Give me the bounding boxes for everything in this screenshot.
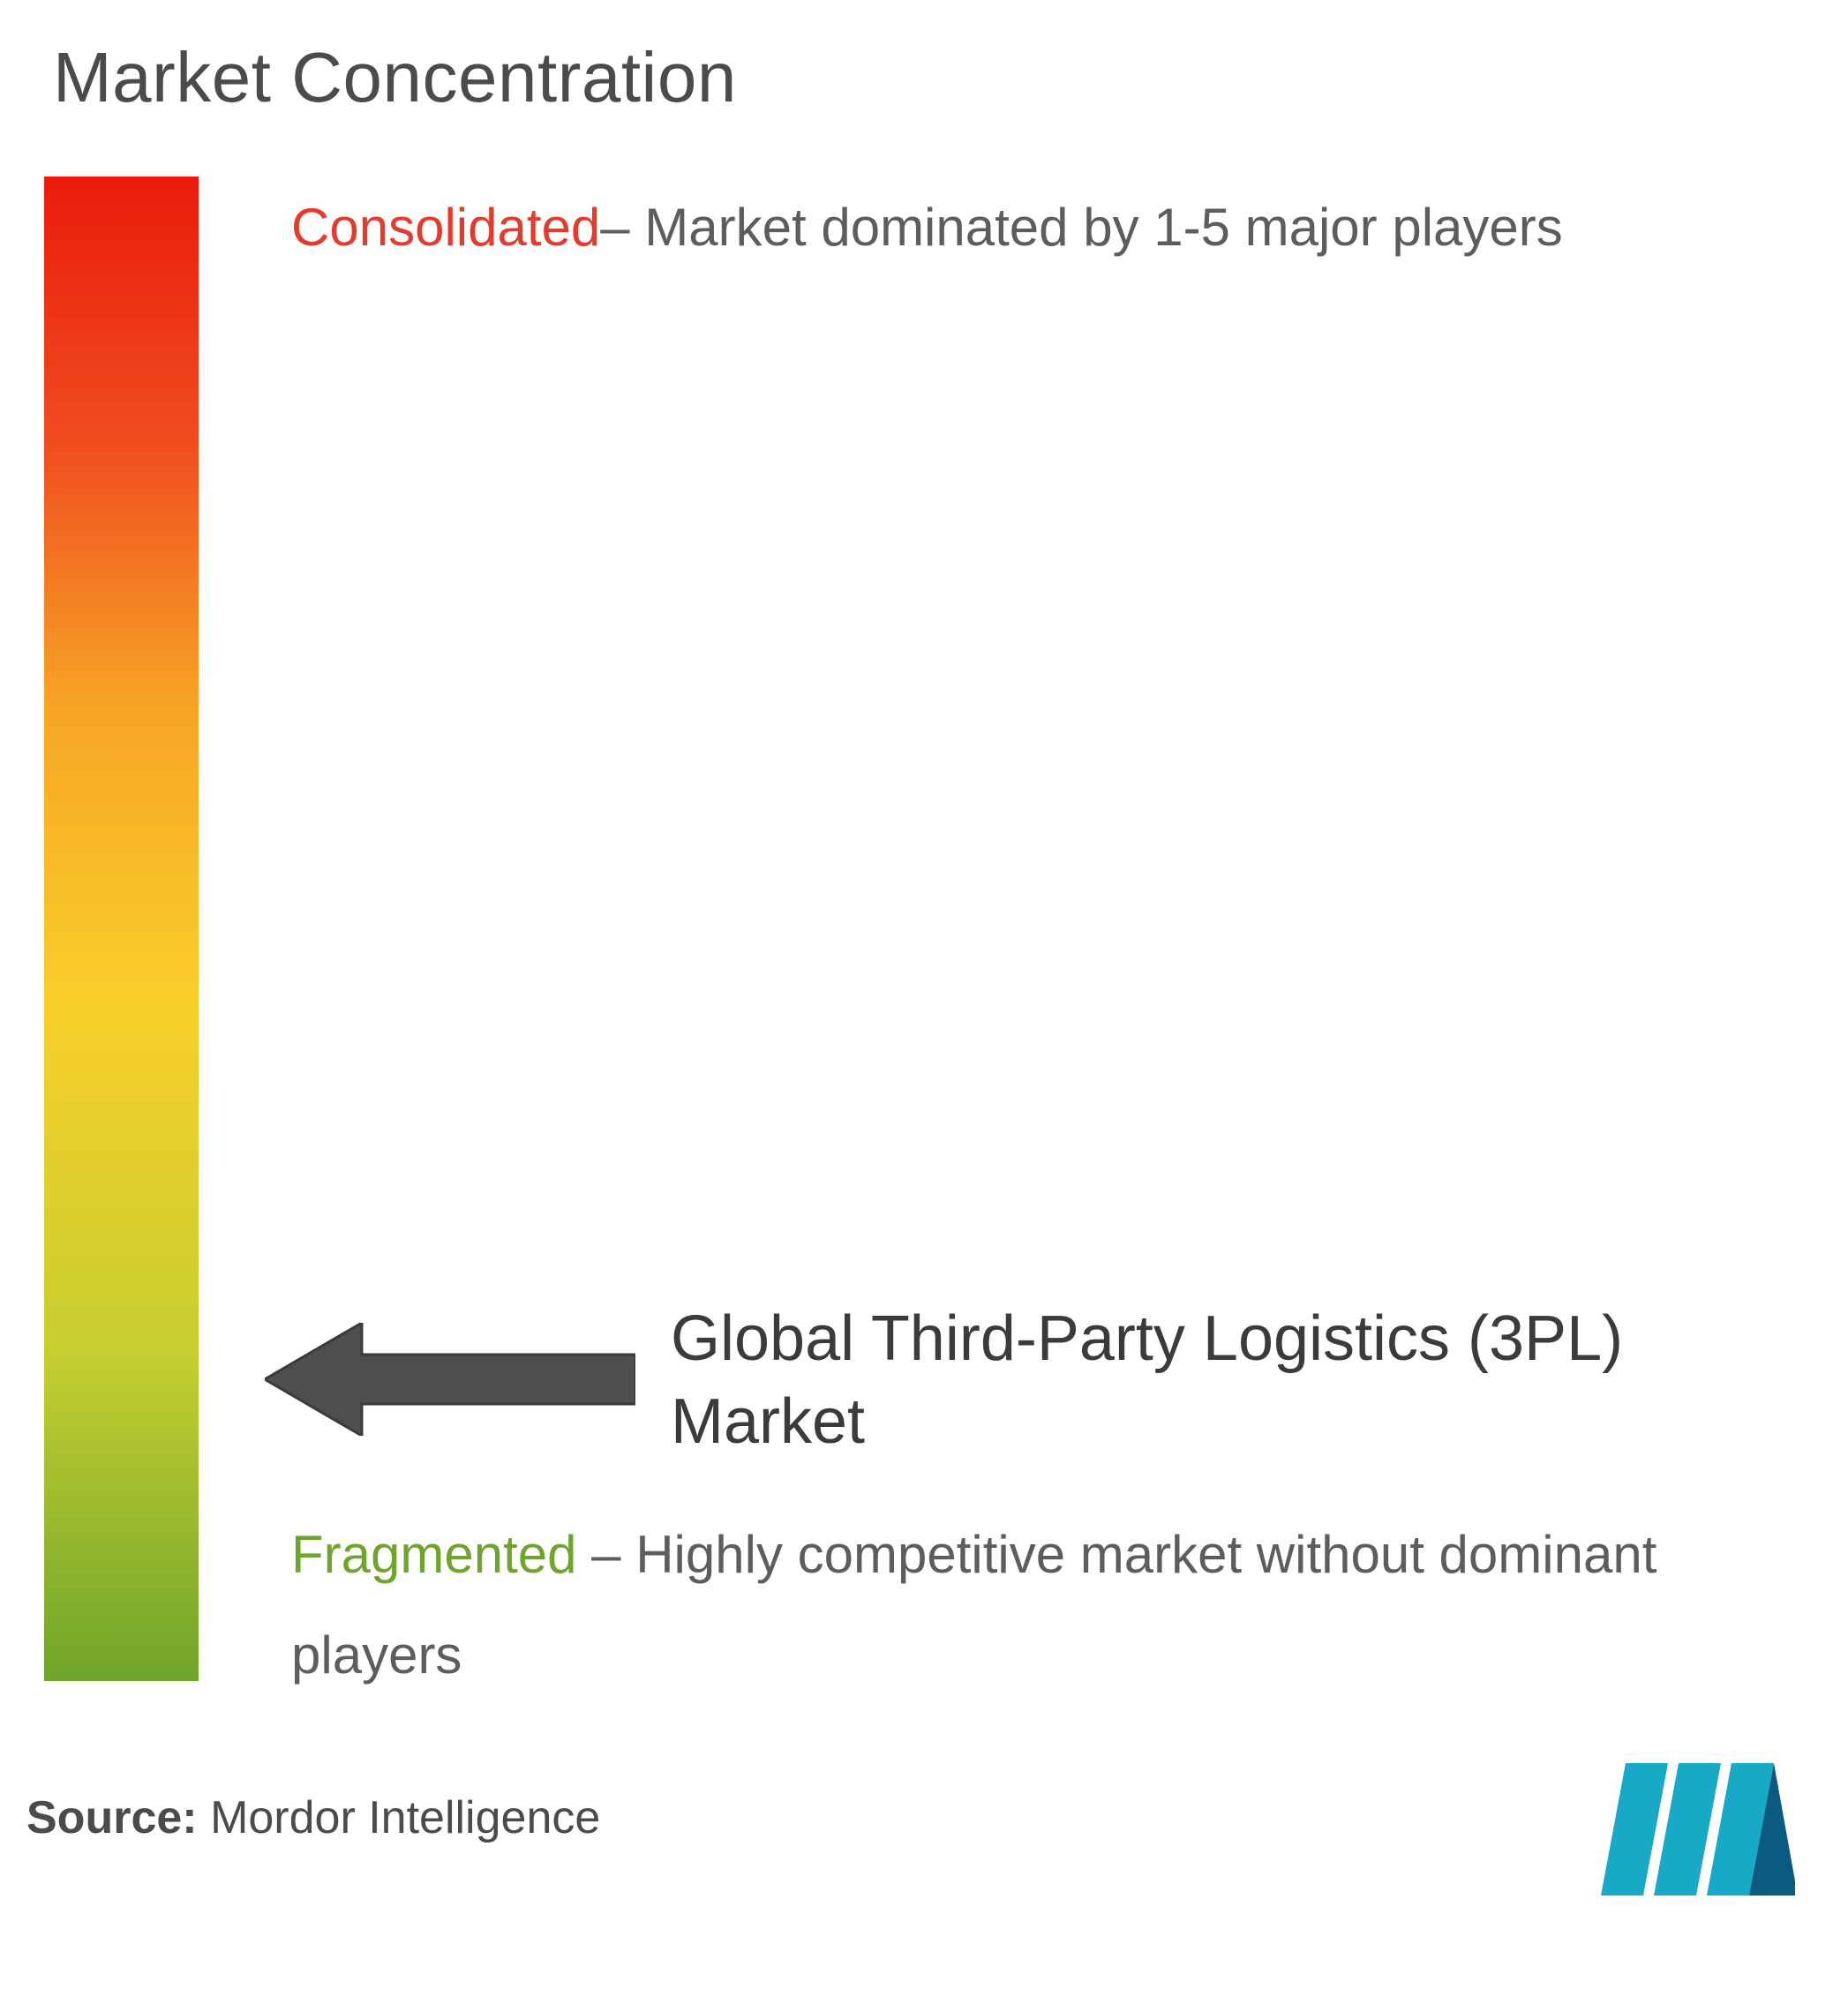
market-marker-row: Global Third-Party Logistics (3PL) Marke…	[265, 1302, 1800, 1460]
arrow-left-icon	[265, 1323, 635, 1436]
fragmented-dash: –	[577, 1525, 636, 1584]
consolidated-dash: –	[600, 198, 629, 257]
concentration-scale-bar	[44, 176, 199, 1681]
consolidated-description: Market dominated by 1-5 major players	[630, 198, 1563, 257]
consolidated-keyword: Consolidated	[291, 198, 600, 257]
page-title: Market Concentration	[53, 37, 737, 118]
mordor-logo-icon	[1601, 1763, 1795, 1896]
fragmented-keyword: Fragmented	[291, 1525, 577, 1584]
content-column: Consolidated– Market dominated by 1-5 ma…	[282, 176, 1800, 1681]
source-citation: Source: Mordor Intelligence	[26, 1791, 600, 1844]
marker-arrow	[265, 1323, 635, 1440]
mordor-logo	[1601, 1763, 1795, 1900]
source-label: Source:	[26, 1792, 210, 1843]
market-marker-label: Global Third-Party Logistics (3PL) Marke…	[635, 1298, 1800, 1463]
scale-gradient-svg	[44, 176, 199, 1681]
source-value: Mordor Intelligence	[210, 1792, 600, 1843]
consolidated-label: Consolidated– Market dominated by 1-5 ma…	[291, 194, 1563, 260]
fragmented-label: Fragmented – Highly competitive market w…	[291, 1505, 1792, 1706]
